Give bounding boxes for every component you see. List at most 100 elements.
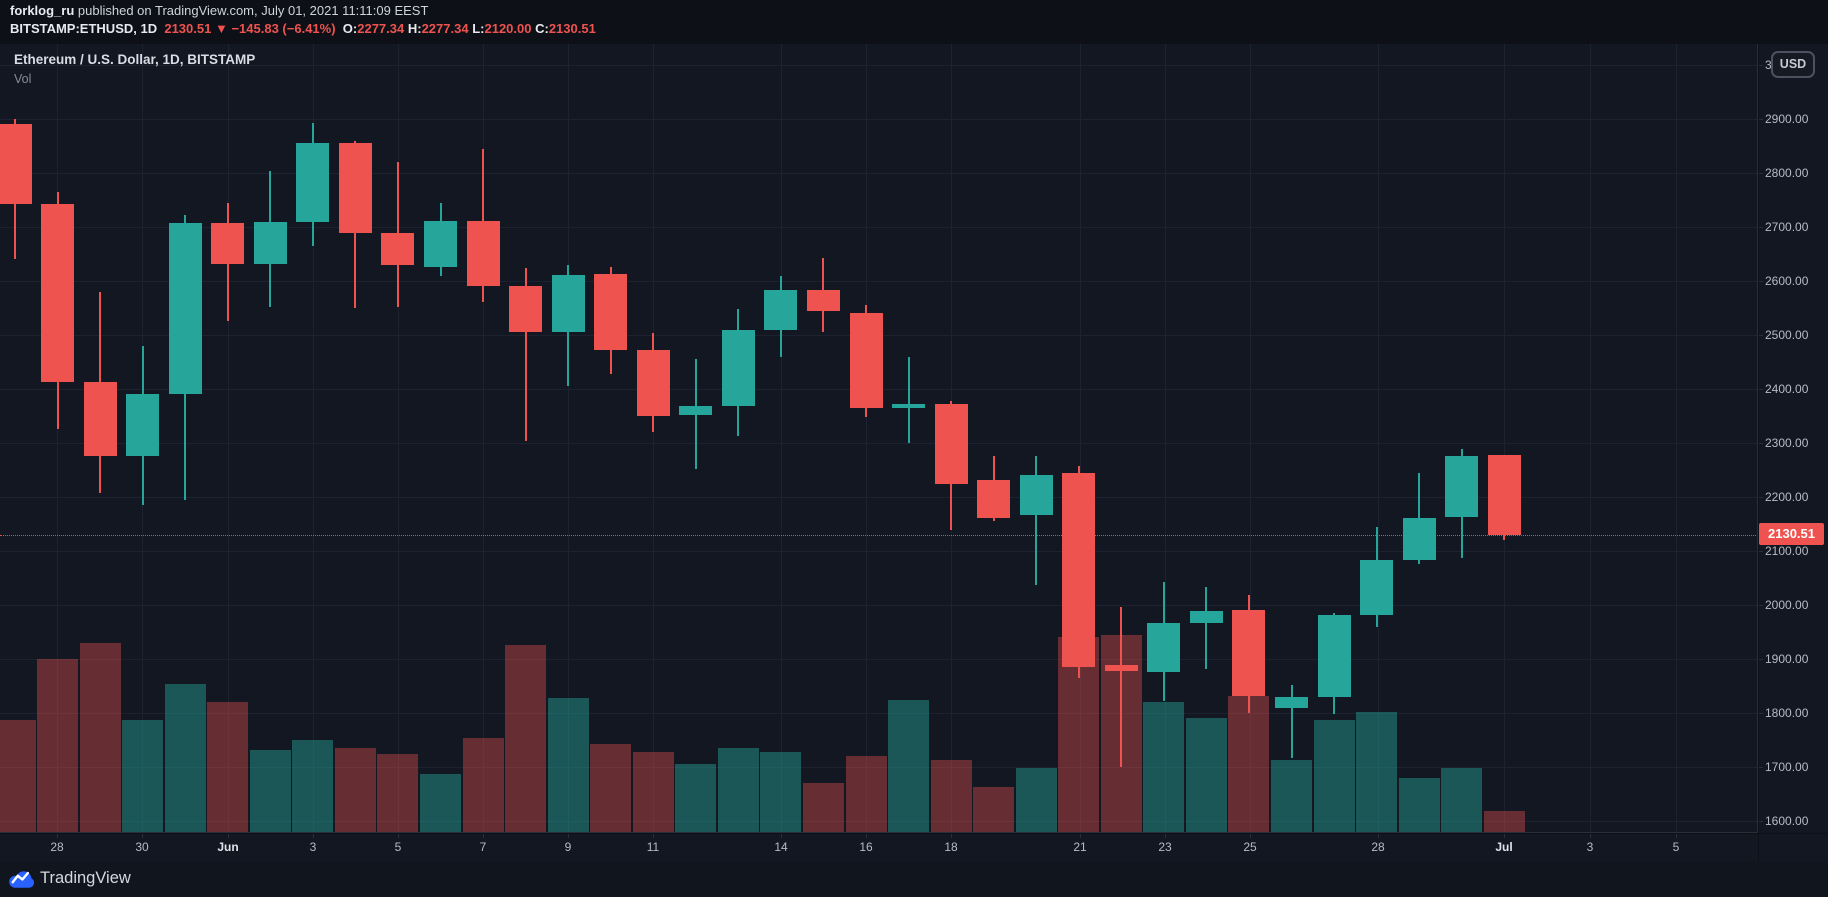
price-tick-mark [1759,335,1763,336]
volume-bar [1185,718,1227,832]
time-tick-mark [568,834,569,838]
price-tick-label: 1800.00 [1765,706,1809,720]
price-tick-label: 1600.00 [1765,814,1809,828]
time-tick-label: 14 [774,840,788,854]
time-tick-mark [1676,834,1677,838]
candle-body [551,275,585,332]
price-change: −145.83 (−6.41%) [231,21,336,36]
publish-info: forklog_ru published on TradingView.com,… [10,2,1410,20]
currency-badge[interactable]: USD [1771,51,1815,78]
time-tick-mark [1504,834,1505,838]
volume-bar [802,783,844,832]
volume-bar [207,702,249,832]
volume-bar [1271,760,1312,832]
candle-wick [1205,586,1208,669]
candle-body [83,381,117,457]
tradingview-brand-text[interactable]: TradingView [40,869,131,887]
candle-body [977,479,1011,519]
candle-body [466,221,500,286]
v-gridline [483,44,484,832]
v-gridline [866,44,867,832]
volume-bar [377,754,419,832]
close-value: 2130.51 [548,21,596,36]
candle-body [338,142,372,233]
candle-body [0,124,32,205]
volume-bar [632,752,674,832]
candle-body [1062,472,1096,668]
candle-body [509,285,543,332]
price-tick-label: 2400.00 [1765,382,1809,396]
axis-corner [1759,834,1828,862]
time-tick-label: 5 [394,840,402,854]
time-tick-label: Jul [1495,840,1513,854]
footer-bar: TradingView [0,862,1828,897]
volume-bar [717,748,759,832]
price-tick-mark [1759,443,1763,444]
volume-bar [1313,720,1355,832]
candle-body [168,223,202,395]
time-tick-mark [1378,834,1379,838]
price-tick-label: 2700.00 [1765,220,1809,234]
price-tick-mark [1759,119,1763,120]
price-tick-mark [1759,281,1763,282]
last-price-tag: 2130.51 [1759,523,1824,545]
candle-body [636,350,670,416]
candle-body [126,394,160,457]
candle-wick [1120,607,1123,767]
chart-pane[interactable]: Ethereum / U.S. Dollar, 1D, BITSTAMP Vol [0,44,1758,833]
v-gridline [1250,44,1251,832]
v-gridline [568,44,569,832]
close-label: C: [535,21,549,36]
candle-body [934,404,968,485]
candle-body [679,406,713,415]
volume-bar [845,756,887,832]
price-tick-label: 2000.00 [1765,598,1809,612]
price-tick-label: 2300.00 [1765,436,1809,450]
h-gridline [0,551,1757,552]
h-gridline [0,821,1757,822]
time-tick-label: 3 [309,840,317,854]
volume-bar [164,684,206,832]
time-tick-mark [483,834,484,838]
time-tick-label: 23 [1158,840,1172,854]
volume-bar [590,744,632,832]
low-value: 2120.00 [484,21,532,36]
price-tick-mark [1759,551,1763,552]
volume-bar [1015,768,1057,832]
publish-text: published on TradingView.com, July 01, 2… [74,3,429,18]
last-price: 2130.51 [164,21,212,36]
h-gridline [0,767,1757,768]
price-axis[interactable]: 1600.00 1700.00 1800.00 1900.00 2000.00 2100.… [1759,44,1828,833]
price-tick-mark [1759,173,1763,174]
time-tick-label: 21 [1073,840,1087,854]
time-tick-mark [1165,834,1166,838]
symbol-info-row: BITSTAMP:ETHUSD, 1D 2130.51 ▼ −145.83 (−… [10,20,1410,38]
time-tick-label: 3 [1586,840,1594,854]
time-tick-mark [653,834,654,838]
v-gridline [1676,44,1677,832]
candle-body [1189,611,1223,624]
tradingview-logo-icon[interactable] [8,867,34,891]
time-tick-mark [1080,834,1081,838]
volume-bar [334,748,376,832]
candle-wick [907,356,910,443]
h-gridline [0,227,1757,228]
volume-bar [122,720,164,832]
candle-body [1147,622,1181,672]
h-gridline [0,443,1757,444]
candle-body [849,312,883,408]
down-arrow-icon: ▼ [214,21,228,36]
price-tick-mark [1759,767,1763,768]
price-tick-label: 2200.00 [1765,490,1809,504]
price-tick-mark [1759,65,1763,66]
candle-body [1402,518,1436,560]
time-axis[interactable]: 28 30 Jun 3 5 7 9 11 14 16 18 21 23 25 28 Jul 3 5 [0,834,1758,862]
volume-bar [37,659,79,832]
candle-body [381,232,415,265]
volume-bar [292,740,334,832]
time-tick-label: 16 [859,840,873,854]
symbol-name: BITSTAMP:ETHUSD, 1D [10,21,158,36]
price-tick-mark [1759,821,1763,822]
v-gridline [1378,44,1379,832]
time-tick-mark [228,834,229,838]
